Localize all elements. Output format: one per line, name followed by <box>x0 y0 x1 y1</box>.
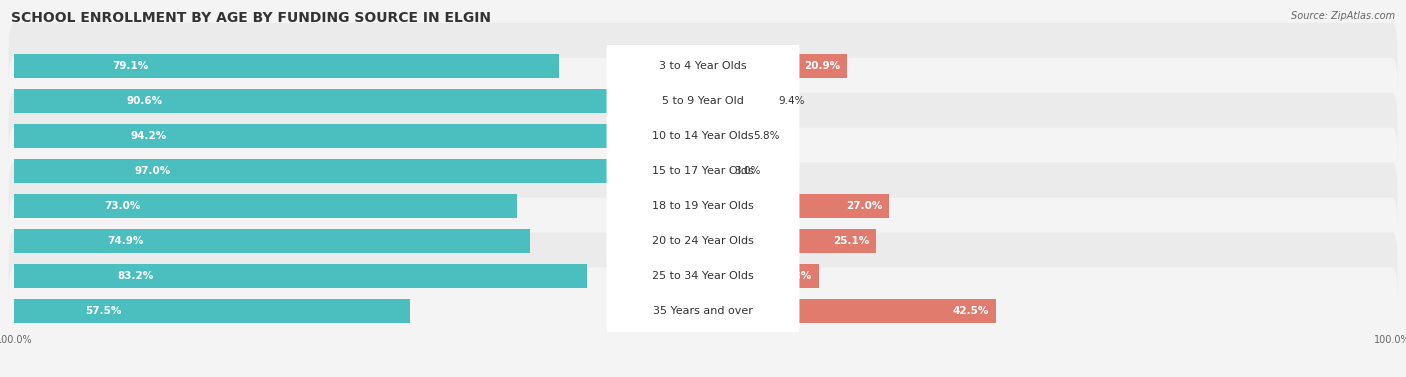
FancyBboxPatch shape <box>606 282 800 340</box>
FancyBboxPatch shape <box>8 233 1398 319</box>
Text: 57.5%: 57.5% <box>86 306 122 316</box>
Bar <box>703 194 889 218</box>
Text: 3.0%: 3.0% <box>734 166 761 176</box>
Text: 5.8%: 5.8% <box>754 131 780 141</box>
Bar <box>14 54 560 78</box>
Bar <box>14 299 411 323</box>
FancyBboxPatch shape <box>8 267 1398 354</box>
FancyBboxPatch shape <box>606 37 800 95</box>
Text: 25 to 34 Year Olds: 25 to 34 Year Olds <box>652 271 754 281</box>
FancyBboxPatch shape <box>8 128 1398 215</box>
FancyBboxPatch shape <box>606 107 800 165</box>
FancyBboxPatch shape <box>606 247 800 305</box>
Bar <box>703 89 768 113</box>
FancyBboxPatch shape <box>8 198 1398 284</box>
Text: Source: ZipAtlas.com: Source: ZipAtlas.com <box>1291 11 1395 21</box>
FancyBboxPatch shape <box>8 162 1398 249</box>
Text: 74.9%: 74.9% <box>107 236 143 246</box>
Bar <box>14 124 664 148</box>
FancyBboxPatch shape <box>606 177 800 235</box>
Text: 90.6%: 90.6% <box>127 96 163 106</box>
Text: 25.1%: 25.1% <box>832 236 869 246</box>
FancyBboxPatch shape <box>8 58 1398 144</box>
Text: 83.2%: 83.2% <box>117 271 153 281</box>
FancyBboxPatch shape <box>8 93 1398 179</box>
Text: 9.4%: 9.4% <box>778 96 804 106</box>
Bar <box>703 54 846 78</box>
Text: 3 to 4 Year Olds: 3 to 4 Year Olds <box>659 61 747 71</box>
Bar <box>703 124 742 148</box>
Text: 27.0%: 27.0% <box>846 201 882 211</box>
Text: 42.5%: 42.5% <box>952 306 988 316</box>
FancyBboxPatch shape <box>606 142 800 200</box>
Text: 18 to 19 Year Olds: 18 to 19 Year Olds <box>652 201 754 211</box>
Text: 10 to 14 Year Olds: 10 to 14 Year Olds <box>652 131 754 141</box>
Bar <box>703 264 818 288</box>
Text: SCHOOL ENROLLMENT BY AGE BY FUNDING SOURCE IN ELGIN: SCHOOL ENROLLMENT BY AGE BY FUNDING SOUR… <box>11 11 491 25</box>
Bar <box>14 89 638 113</box>
Bar <box>14 229 530 253</box>
FancyBboxPatch shape <box>606 72 800 130</box>
Text: 15 to 17 Year Olds: 15 to 17 Year Olds <box>652 166 754 176</box>
Bar <box>14 194 517 218</box>
Text: 97.0%: 97.0% <box>135 166 170 176</box>
Text: 79.1%: 79.1% <box>112 61 149 71</box>
Text: 5 to 9 Year Old: 5 to 9 Year Old <box>662 96 744 106</box>
Bar <box>703 229 876 253</box>
Bar <box>703 299 995 323</box>
FancyBboxPatch shape <box>8 23 1398 110</box>
Text: 94.2%: 94.2% <box>131 131 167 141</box>
Bar <box>14 159 682 183</box>
Text: 73.0%: 73.0% <box>104 201 141 211</box>
Text: 20 to 24 Year Olds: 20 to 24 Year Olds <box>652 236 754 246</box>
Text: 16.8%: 16.8% <box>776 271 811 281</box>
Bar <box>14 264 588 288</box>
Bar <box>703 159 724 183</box>
Text: 20.9%: 20.9% <box>804 61 841 71</box>
Text: 35 Years and over: 35 Years and over <box>652 306 754 316</box>
FancyBboxPatch shape <box>606 212 800 270</box>
